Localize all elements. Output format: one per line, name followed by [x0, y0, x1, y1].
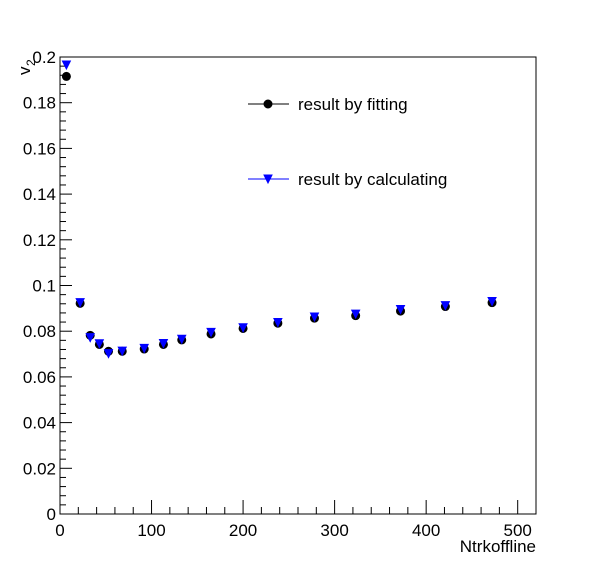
legend-label: result by calculating: [298, 170, 447, 189]
y-tick-label: 0.18: [23, 94, 56, 113]
data-point: [487, 296, 497, 307]
y-tick-label: 0.1: [32, 277, 56, 296]
data-point: [61, 71, 71, 81]
data-point: [94, 339, 105, 349]
axes-layer: 0 0.02 0.04 0.06 0.08 0.1 0.12 0.14 0.16 0.18 0.2 0…: [15, 48, 537, 556]
x-tick-label: 300: [320, 521, 348, 540]
x-tick-label: 100: [137, 521, 165, 540]
x-tick-label: 400: [412, 521, 440, 540]
legend-marker: [263, 99, 273, 109]
y-tick-label: 0.2: [32, 48, 56, 67]
data-point: [103, 349, 114, 359]
data-point: [309, 312, 320, 323]
data-point: [273, 318, 283, 328]
x-tick-label: 500: [504, 521, 532, 540]
data-point: [61, 60, 72, 71]
series-calculating: [61, 60, 497, 359]
y-tick-label: 0.12: [23, 231, 56, 250]
y-tick-label: 0.02: [23, 459, 56, 478]
y-tick-label: 0.04: [23, 414, 56, 433]
data-point: [350, 309, 361, 320]
legend-item: result by fitting: [248, 95, 408, 114]
x-tick-label: 0: [55, 521, 64, 540]
data-point: [395, 304, 406, 315]
data-point: [238, 323, 248, 333]
legend-label: result by fitting: [298, 95, 408, 114]
data-point: [440, 301, 451, 311]
y-axis-label-group: v2: [15, 59, 38, 75]
data-point: [85, 333, 96, 343]
data-point: [117, 346, 128, 357]
y-axis-label-subscript: 2: [24, 59, 38, 66]
data-point: [158, 339, 169, 349]
y-tick-label: 0: [47, 505, 56, 524]
x-tick-label: 200: [229, 521, 257, 540]
y-tick-label: 0.06: [23, 368, 56, 387]
data-point: [75, 298, 85, 308]
marks-layer: [61, 60, 497, 359]
legend-item: result by calculating: [248, 170, 447, 189]
y-tick-label: 0.14: [23, 185, 56, 204]
legend: result by fitting result by calculating: [248, 95, 447, 189]
data-point: [206, 327, 216, 338]
x-axis-label: Ntrkoffline: [460, 537, 536, 556]
y-tick-label: 0.16: [23, 139, 56, 158]
y-axis-label: v: [15, 66, 34, 75]
y-tick-label: 0.08: [23, 322, 56, 341]
legend-marker: [263, 174, 273, 185]
data-point: [176, 334, 187, 345]
data-point: [139, 343, 150, 354]
